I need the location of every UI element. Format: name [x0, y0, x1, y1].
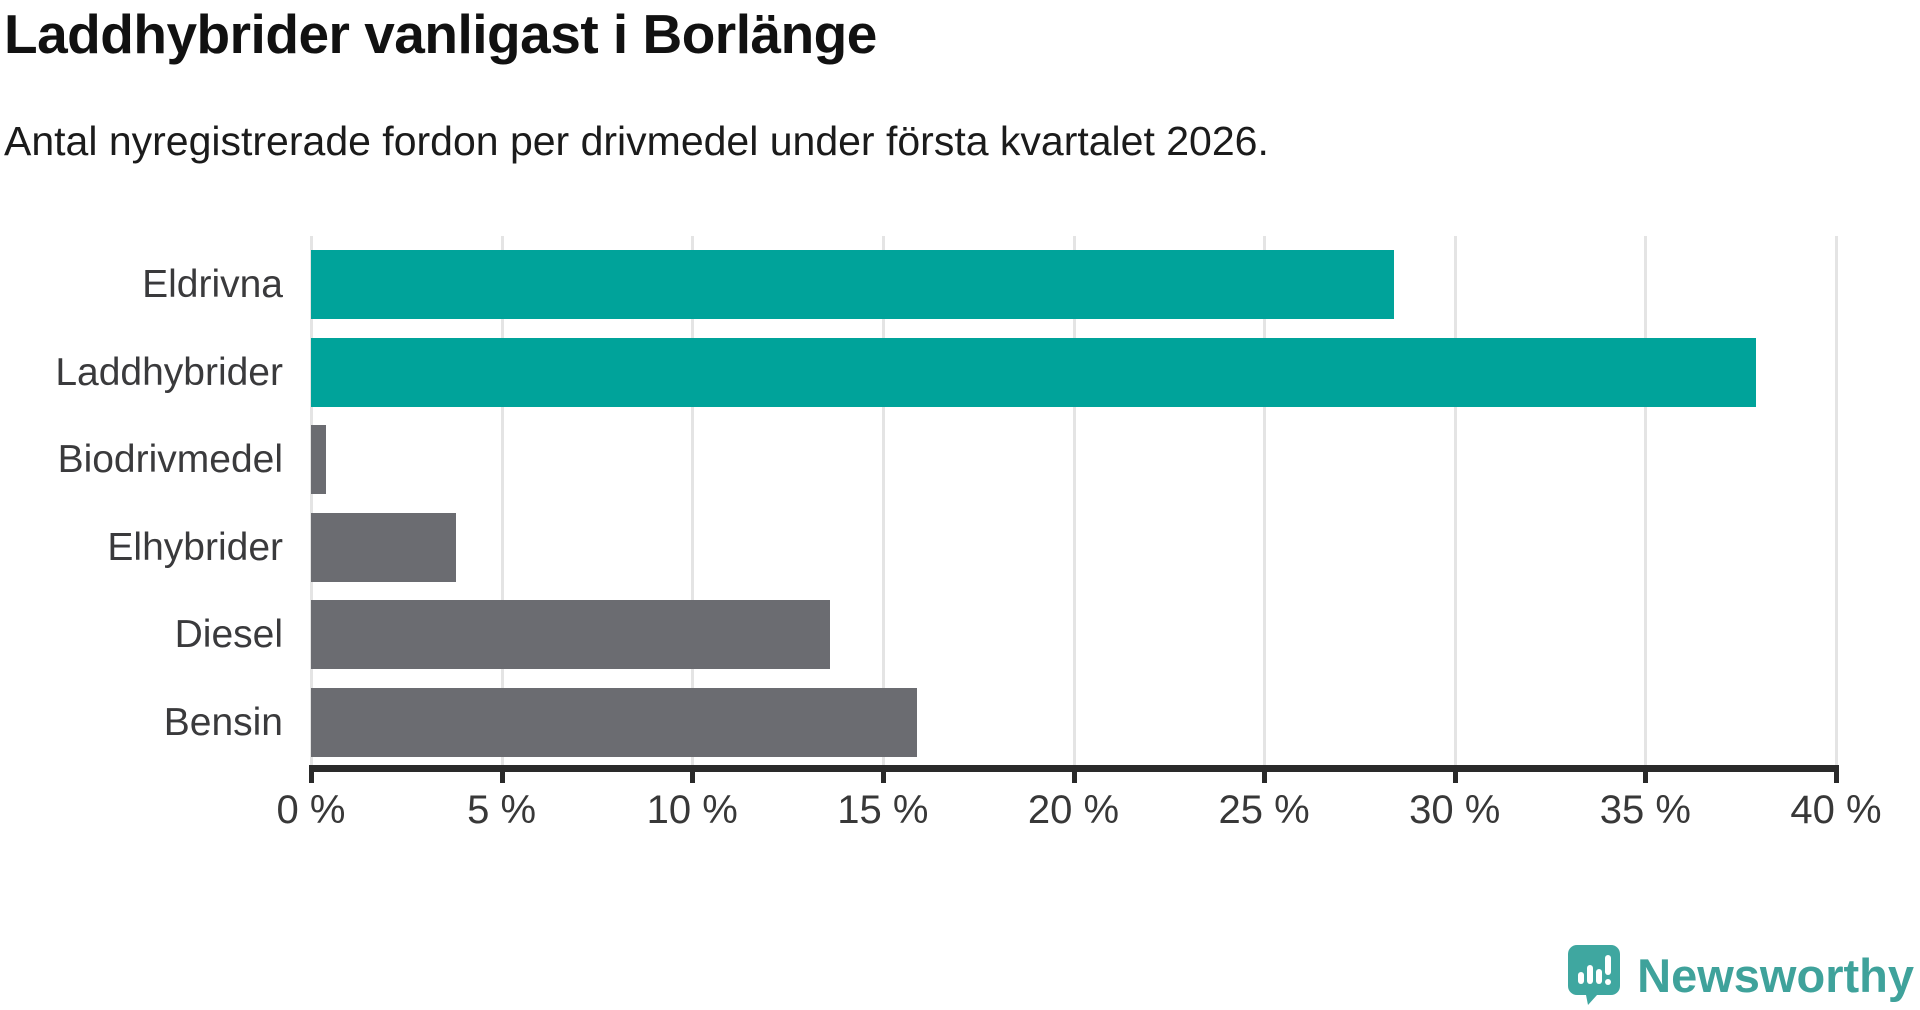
x-tick-label: 15 %	[837, 788, 929, 832]
newsworthy-logo-icon	[1568, 945, 1621, 1005]
bar-elhybrider	[311, 513, 456, 582]
bar-eldrivna	[311, 250, 1394, 319]
x-tick-label: 40 %	[1790, 788, 1882, 832]
x-tick	[880, 772, 886, 783]
gridline	[1835, 236, 1838, 766]
newsworthy-wordmark: Newsworthy	[1637, 948, 1914, 1002]
gridline	[1453, 236, 1457, 766]
x-tick	[690, 772, 696, 783]
gridline	[1644, 236, 1648, 766]
chart-title: Laddhybrider vanligast i Borlänge	[4, 3, 877, 65]
bar-bensin	[311, 688, 918, 757]
x-tick	[499, 772, 505, 783]
category-label: Bensin	[163, 700, 283, 744]
x-tick	[1643, 772, 1649, 783]
x-tick-label: 25 %	[1218, 788, 1310, 832]
bar-diesel	[311, 600, 830, 669]
x-tick-label: 30 %	[1409, 788, 1501, 832]
category-label: Diesel	[174, 612, 283, 656]
category-label: Biodrivmedel	[57, 437, 283, 481]
plot-area	[310, 236, 1838, 766]
gridline	[691, 236, 695, 766]
chart-subtitle: Antal nyregistrerade fordon per drivmede…	[4, 118, 1269, 164]
x-tick-label: 0 %	[276, 788, 346, 832]
gridline	[500, 236, 504, 766]
x-tick	[1452, 772, 1458, 783]
gridline	[1263, 236, 1267, 766]
x-tick-label: 10 %	[646, 788, 738, 832]
x-tick	[1262, 772, 1268, 783]
category-label: Elhybrider	[107, 525, 283, 569]
bar-biodrivmedel	[311, 425, 327, 494]
x-tick-label: 35 %	[1599, 788, 1691, 832]
category-label: Eldrivna	[142, 262, 283, 306]
bar-laddhybrider	[311, 338, 1756, 407]
gridline	[881, 236, 885, 766]
gridline	[310, 236, 313, 766]
x-tick	[1834, 772, 1839, 783]
x-tick	[309, 772, 314, 783]
x-axis-line	[309, 765, 1839, 772]
x-tick	[1071, 772, 1077, 783]
category-label: Laddhybrider	[55, 350, 283, 394]
gridline	[1072, 236, 1076, 766]
newsworthy-brand: Newsworthy	[1567, 944, 1914, 1006]
x-tick-label: 5 %	[467, 788, 537, 832]
x-tick-label: 20 %	[1027, 788, 1120, 832]
